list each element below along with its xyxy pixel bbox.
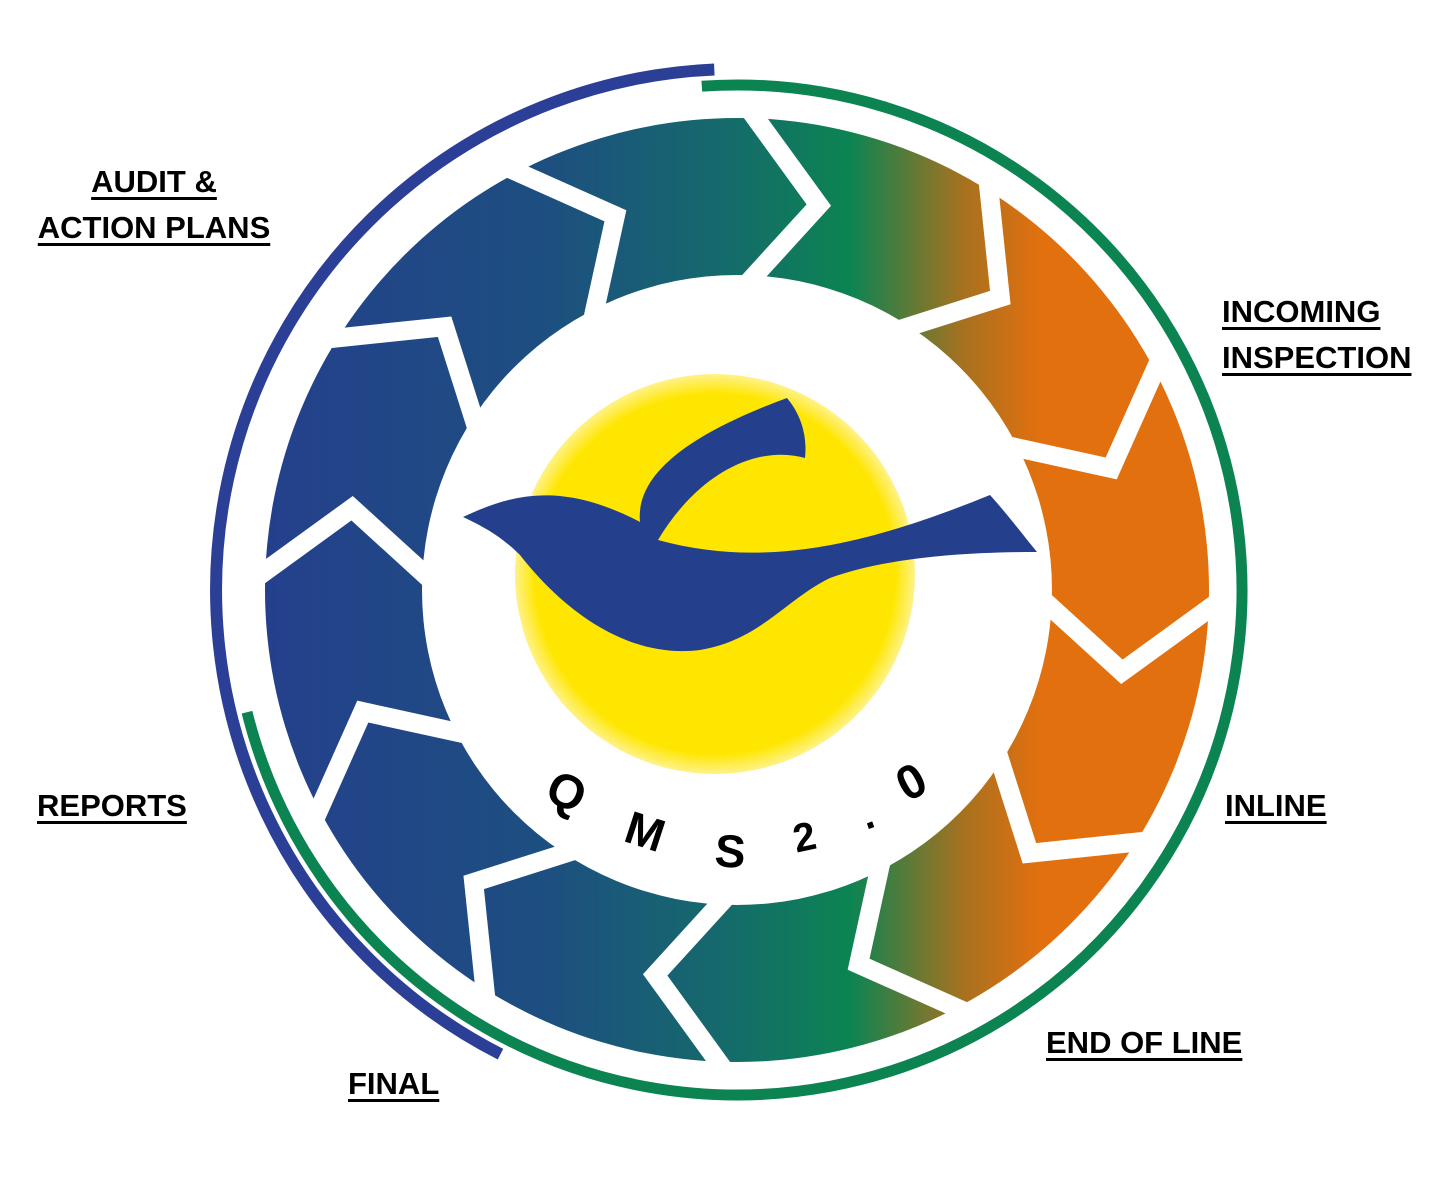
label-audit-line1: AUDIT & bbox=[91, 164, 217, 199]
outer-blue-arc bbox=[210, 63, 715, 1060]
label-end-of-line-text: END OF LINE bbox=[1046, 1025, 1243, 1060]
qms-logo: QM S 2.0 bbox=[463, 374, 1037, 878]
arrow-separator bbox=[319, 316, 489, 438]
label-final: FINAL bbox=[348, 1061, 468, 1107]
bird-icon bbox=[463, 398, 1037, 652]
arrow-separator bbox=[889, 172, 1011, 342]
arrow-separator bbox=[463, 838, 585, 1008]
label-incoming-line1: INCOMING bbox=[1222, 294, 1381, 329]
qms-letter: Q bbox=[538, 761, 594, 825]
arrow-separator bbox=[245, 495, 443, 592]
label-audit-line2: ACTION PLANS bbox=[37, 210, 271, 245]
qms-letter: M bbox=[619, 801, 672, 862]
outer-green-arc bbox=[241, 79, 1248, 1101]
label-inline-text: INLINE bbox=[1225, 788, 1327, 823]
arrow-separator bbox=[985, 742, 1155, 864]
label-incoming-line2: INSPECTION bbox=[1222, 340, 1412, 375]
arrow-separator bbox=[735, 98, 832, 296]
qms-letter: . bbox=[854, 793, 880, 838]
label-inline: INLINE bbox=[1225, 783, 1365, 829]
arrow-separator bbox=[497, 156, 627, 329]
label-reports: REPORTS bbox=[37, 783, 217, 829]
label-end-of-line: END OF LINE bbox=[1046, 1020, 1286, 1066]
arrow-separator bbox=[303, 700, 476, 830]
arrow-separator bbox=[998, 350, 1171, 480]
label-final-text: FINAL bbox=[348, 1066, 440, 1101]
arrow-separator bbox=[642, 884, 739, 1082]
arrow-separator bbox=[1031, 588, 1229, 685]
qms-letter: 0 bbox=[887, 753, 935, 812]
process-ring-body bbox=[265, 118, 1209, 1062]
arrow-separator bbox=[847, 851, 977, 1024]
qms-letter: S bbox=[713, 824, 747, 878]
label-reports-text: REPORTS bbox=[37, 788, 187, 823]
qms-letter: 2 bbox=[789, 814, 820, 862]
arrow-separators bbox=[245, 98, 1229, 1082]
process-ring bbox=[245, 98, 1229, 1082]
label-audit-action-plans: AUDIT & ACTION PLANS bbox=[22, 159, 286, 251]
label-incoming-inspection: INCOMING INSPECTION bbox=[1222, 289, 1422, 381]
